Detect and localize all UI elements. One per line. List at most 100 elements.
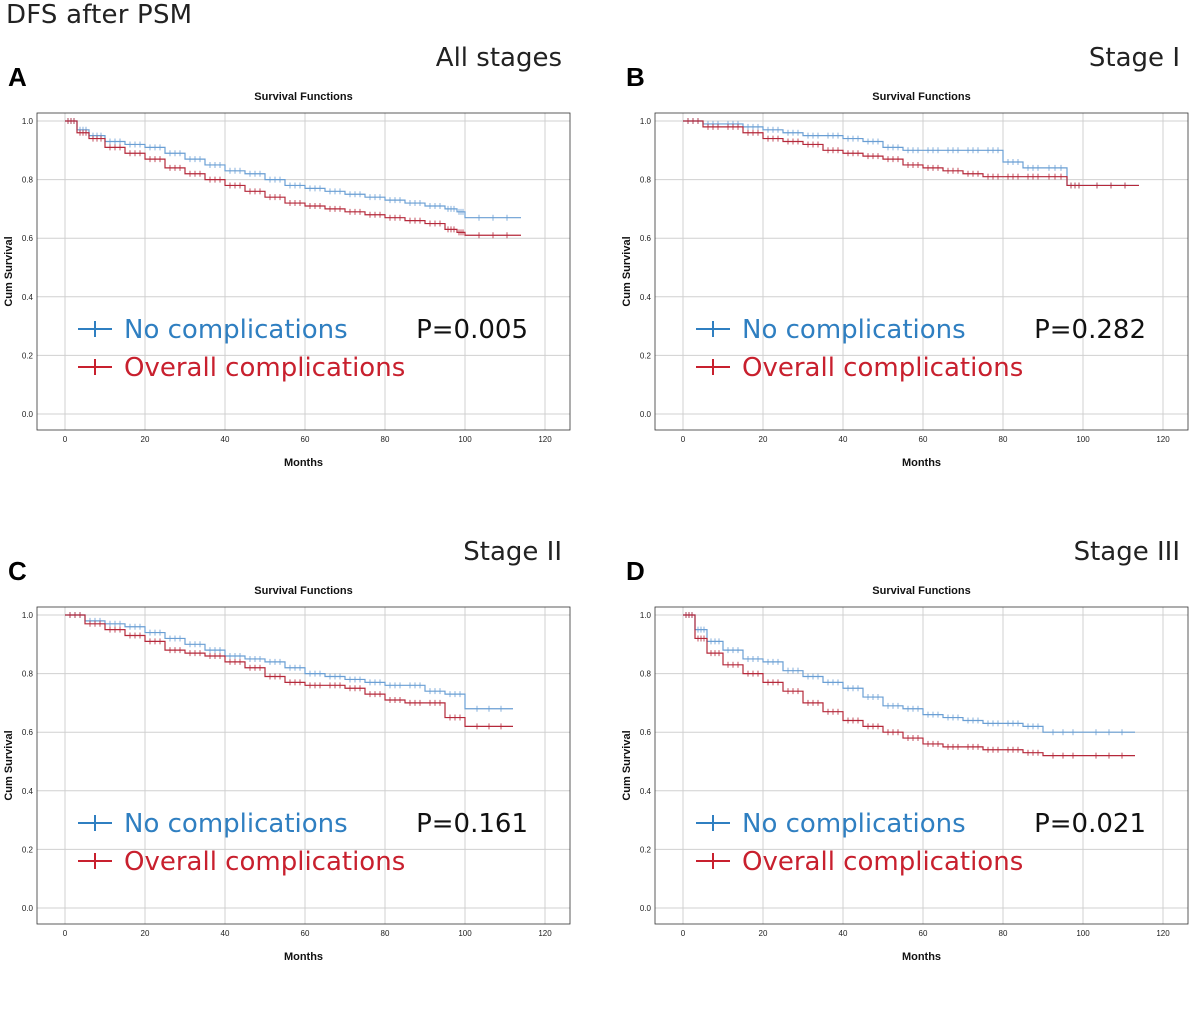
grid	[37, 607, 570, 924]
legend: No complications Overall complications	[696, 315, 1023, 383]
x-tick-label: 100	[1076, 435, 1090, 444]
series-no-complications-censor-marks	[67, 118, 508, 221]
p-value: P=0.005	[416, 315, 528, 345]
x-tick-label: 100	[458, 435, 472, 444]
x-tick-label: 40	[221, 435, 230, 444]
series-overall-complications-censor-marks	[67, 118, 508, 239]
chart-title: Survival Functions	[254, 585, 352, 597]
x-tick-label: 20	[141, 929, 150, 938]
legend: No complications Overall complications	[696, 809, 1023, 877]
y-tick-label: 0.2	[22, 351, 34, 360]
p-value: P=0.161	[416, 809, 528, 839]
chart-c: C Stage II Survival Functions 0 20 40 60 80 100 1…	[3, 537, 571, 963]
x-axis-label: Months	[284, 457, 323, 469]
chart-b: B Stage I Survival Functions 0 20 40 60 80 100 12…	[621, 43, 1189, 469]
legend: No complications Overall complications	[78, 315, 405, 383]
x-tick-label: 120	[1156, 929, 1170, 938]
y-axis-label: Cum Survival	[621, 236, 633, 306]
series-overall-complications-censor-marks	[687, 118, 1126, 189]
y-axis-label: Cum Survival	[621, 730, 633, 800]
stage-label: All stages	[436, 43, 562, 73]
panel-d: D Stage III Survival Functions 0 20 40 60 80 100…	[618, 532, 1200, 1018]
x-tick-label: 120	[538, 929, 552, 938]
y-tick-label: 0.2	[640, 845, 652, 854]
series-overall-complications-censor-marks	[69, 612, 502, 730]
stage-label: Stage III	[1074, 537, 1180, 567]
plot-frame	[36, 606, 571, 925]
panel-letter: C	[8, 556, 27, 586]
panel-c: C Stage II Survival Functions 0 20 40 60 80 100 1…	[0, 532, 600, 1018]
x-axis-label: Months	[902, 951, 941, 963]
plot-frame	[36, 112, 571, 431]
plot-frame	[654, 606, 1189, 925]
y-tick-label: 0.6	[22, 234, 34, 243]
x-tick-label: 20	[759, 435, 768, 444]
figure-title: DFS after PSM	[6, 0, 193, 30]
x-tick-label: 0	[63, 929, 68, 938]
y-tick-label: 0.4	[640, 293, 652, 302]
grid	[655, 113, 1188, 430]
p-value: P=0.282	[1034, 315, 1146, 345]
x-tick-label: 40	[839, 435, 848, 444]
series-overall-complications-censor-marks	[685, 612, 1123, 759]
y-tick-label: 1.0	[22, 611, 34, 620]
chart-title: Survival Functions	[872, 91, 970, 103]
legend: No complications Overall complications	[78, 809, 405, 877]
legend-overall-complications-label: Overall complications	[124, 847, 405, 877]
panel-letter: D	[626, 556, 645, 586]
legend-no-complications-label: No complications	[742, 809, 966, 839]
panel-b: B Stage I Survival Functions 0 20 40 60 80 100 12…	[618, 38, 1200, 524]
chart-title: Survival Functions	[254, 91, 352, 103]
x-tick-label: 120	[1156, 435, 1170, 444]
x-tick-label: 100	[458, 929, 472, 938]
y-tick-label: 0.4	[640, 787, 652, 796]
x-tick-label: 0	[681, 929, 686, 938]
legend-overall-complications-label: Overall complications	[742, 847, 1023, 877]
legend-no-complications-label: No complications	[742, 315, 966, 345]
y-tick-label: 0.8	[640, 176, 652, 185]
panel-a: A All stages Survival Functions 0 20 40 60 80 10…	[0, 38, 600, 524]
y-tick-label: 1.0	[640, 117, 652, 126]
x-axis-label: Months	[284, 951, 323, 963]
legend-overall-complications-label: Overall complications	[124, 353, 405, 383]
x-tick-label: 0	[681, 435, 686, 444]
series-overall-complications-line	[65, 120, 521, 236]
x-tick-label: 80	[999, 435, 1008, 444]
y-tick-label: 0.6	[640, 728, 652, 737]
y-tick-label: 0.8	[640, 670, 652, 679]
x-tick-label: 80	[999, 929, 1008, 938]
p-value: P=0.021	[1034, 809, 1146, 839]
x-tick-label: 80	[381, 435, 390, 444]
y-axis-label: Cum Survival	[3, 236, 15, 306]
x-tick-label: 80	[381, 929, 390, 938]
y-tick-label: 0.2	[640, 351, 652, 360]
y-tick-label: 0.0	[640, 904, 652, 913]
x-tick-label: 40	[839, 929, 848, 938]
x-tick-label: 60	[919, 435, 928, 444]
y-tick-label: 0.6	[22, 728, 34, 737]
legend-no-complications-label: No complications	[124, 315, 348, 345]
x-tick-label: 60	[301, 435, 310, 444]
panel-letter: A	[8, 62, 27, 92]
y-tick-label: 1.0	[640, 611, 652, 620]
y-tick-label: 0.8	[22, 176, 34, 185]
legend-overall-complications-label: Overall complications	[742, 353, 1023, 383]
x-tick-label: 60	[301, 929, 310, 938]
series-overall-complications-line	[683, 614, 1135, 757]
x-tick-label: 20	[141, 435, 150, 444]
y-tick-label: 0.4	[22, 787, 34, 796]
x-tick-label: 0	[63, 435, 68, 444]
x-tick-label: 100	[1076, 929, 1090, 938]
series-overall-complications-line	[65, 614, 513, 727]
plot-frame	[654, 112, 1189, 431]
series-no-complications-censor-marks	[687, 118, 1126, 189]
y-tick-label: 0.0	[22, 410, 34, 419]
legend-no-complications-label: No complications	[124, 809, 348, 839]
series-no-complications-censor-marks	[685, 612, 1123, 736]
y-tick-label: 0.6	[640, 234, 652, 243]
y-tick-label: 0.4	[22, 293, 34, 302]
panel-letter: B	[626, 62, 645, 92]
chart-title: Survival Functions	[872, 585, 970, 597]
grid	[37, 113, 570, 430]
y-tick-label: 0.0	[640, 410, 652, 419]
